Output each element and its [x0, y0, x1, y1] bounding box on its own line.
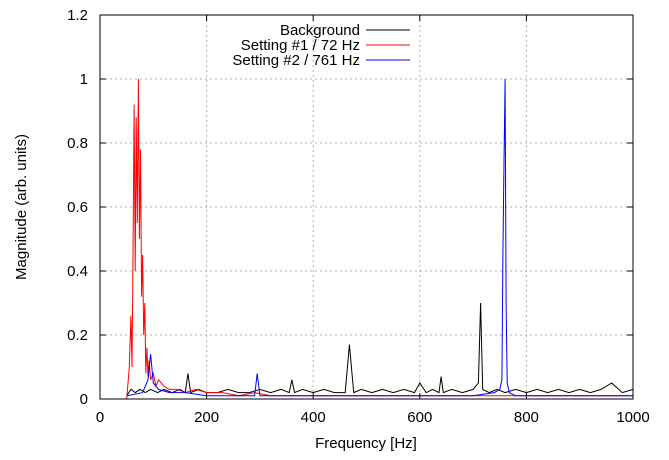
y-tick-label: 1.2	[67, 7, 88, 24]
series-layer	[126, 78, 634, 400]
y-tick-label: 1	[80, 71, 88, 88]
grid-layer	[100, 15, 633, 399]
series-line-3	[126, 78, 633, 397]
x-tick-label: 600	[407, 409, 432, 426]
x-axis-label: Frequency [Hz]	[315, 435, 417, 452]
y-axis-label: Magnitude (arb. units)	[13, 134, 30, 280]
x-tick-label: 400	[301, 409, 326, 426]
x-tick-label: 800	[514, 409, 539, 426]
legend-label: Setting #2 / 761 Hz	[232, 52, 360, 69]
x-tick-label: 0	[96, 409, 104, 426]
y-tick-label: 0.2	[67, 327, 88, 344]
series-line-1	[126, 302, 634, 397]
series-line-2	[126, 78, 633, 400]
y-tick-label: 0	[80, 391, 88, 408]
y-tick-label: 0.6	[67, 199, 88, 216]
x-tick-label: 1000	[616, 409, 649, 426]
legend-label: Background	[280, 22, 360, 39]
y-tick-label: 0.4	[67, 263, 88, 280]
x-tick-label: 200	[194, 409, 219, 426]
y-tick-label: 0.8	[67, 135, 88, 152]
legend-label: Setting #1 / 72 Hz	[241, 37, 360, 54]
tick-layer: 0 200 400 600 800 1000 0 0.2 0.4 0.6 0.8 1 1.2	[67, 7, 650, 426]
